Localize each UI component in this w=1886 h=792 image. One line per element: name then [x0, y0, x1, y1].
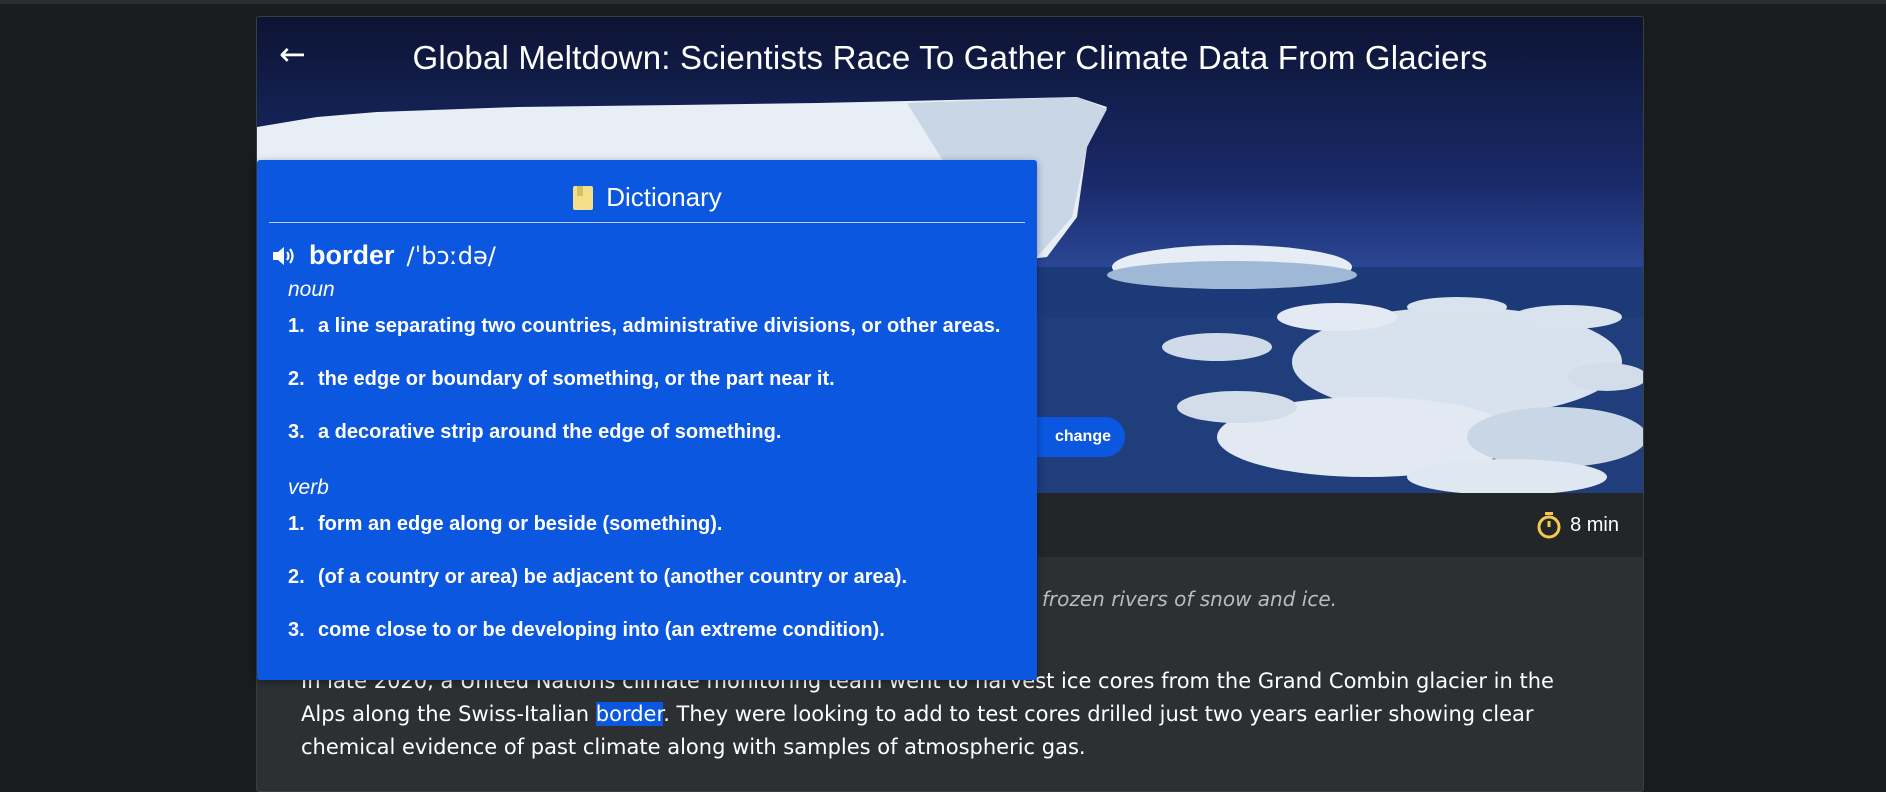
definition-item: 1. form an edge along or beside (somethin… [288, 513, 722, 536]
definition-item: 2. (of a country or area) be adjacent to … [288, 566, 907, 589]
selected-word[interactable]: border [595, 702, 664, 726]
part-of-speech: verb [288, 476, 329, 499]
dictionary-header: Dictionary [257, 182, 1037, 213]
dictionary-popup: Dictionary border /ˈbɔːdə/ noun 1. a line… [257, 160, 1037, 680]
top-strip [0, 0, 1886, 4]
definition-number: 3. [288, 619, 305, 641]
speaker-icon[interactable] [271, 244, 297, 268]
definition-item: 2. the edge or boundary of something, or … [288, 368, 835, 391]
read-time-label: 8 min [1570, 513, 1619, 536]
definition-number: 2. [288, 368, 305, 390]
body-text-after: . They were looking to add to test cores… [301, 702, 1534, 759]
word-row: border /ˈbɔːdə/ [271, 240, 496, 271]
definition-text: a decorative strip around the edge of so… [318, 421, 782, 443]
stopwatch-icon [1537, 512, 1561, 539]
definition-item: 1. a line separating two countries, admin… [288, 315, 1000, 338]
definition-item: 3. a decorative strip around the edge of … [288, 421, 781, 444]
definition-text: the edge or boundary of something, or th… [318, 368, 835, 390]
read-time: 8 min [1536, 511, 1619, 539]
dictionary-word: border [309, 240, 395, 270]
definition-text: a line separating two countries, adminis… [318, 315, 1001, 337]
definition-number: 2. [288, 566, 305, 588]
phonetic: /ˈbɔːdə/ [406, 241, 496, 270]
definition-text: come close to or be developing into (an … [318, 619, 885, 641]
back-arrow-icon[interactable]: ← [279, 35, 306, 73]
book-icon [573, 185, 594, 210]
definition-number: 1. [288, 315, 305, 337]
part-of-speech: noun [288, 278, 335, 301]
dictionary-divider [269, 222, 1025, 223]
definition-number: 3. [288, 421, 305, 443]
definition-text: (of a country or area) be adjacent to (a… [318, 566, 908, 588]
definition-text: form an edge along or beside (something)… [318, 513, 723, 535]
definition-number: 1. [288, 513, 305, 535]
article-subtitle: frozen rivers of snow and ice. [1041, 587, 1337, 611]
definition-item: 3. come close to or be developing into (a… [288, 619, 885, 642]
article-title: Global Meltdown: Scientists Race To Gath… [412, 39, 1488, 76]
dictionary-title: Dictionary [606, 182, 722, 212]
article-body: In late 2020, a United Nations climate m… [301, 665, 1591, 764]
